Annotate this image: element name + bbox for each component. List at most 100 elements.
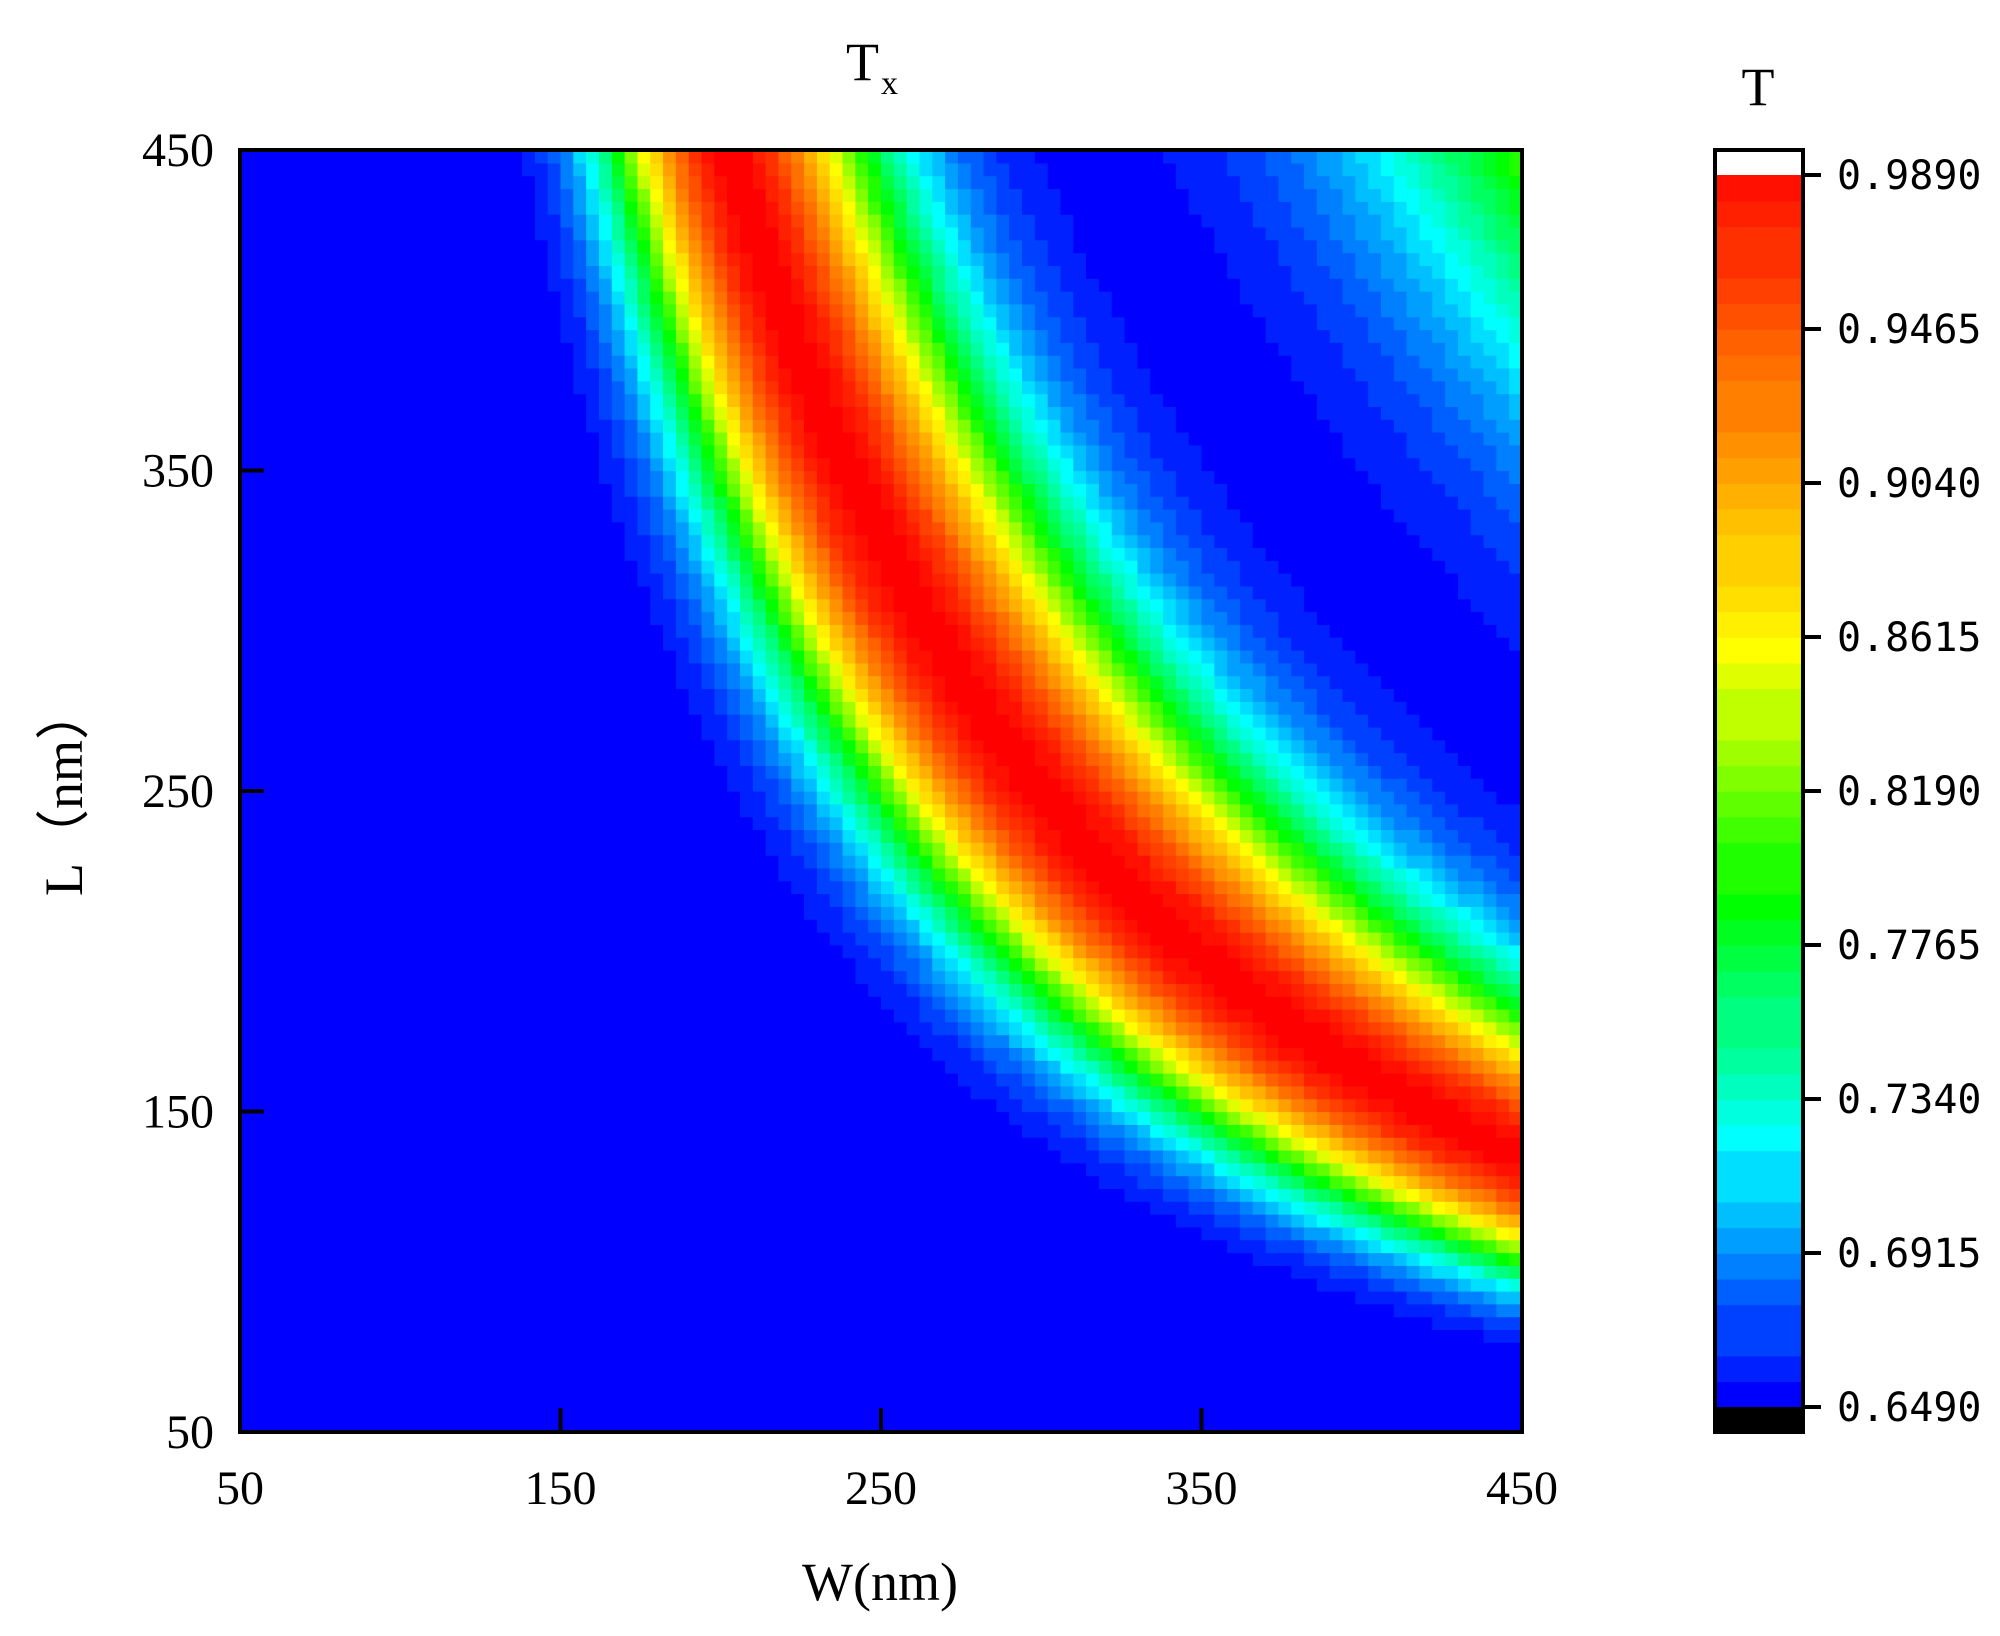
heatmap-cell bbox=[304, 1073, 318, 1087]
heatmap-cell bbox=[637, 508, 651, 523]
heatmap-cell bbox=[842, 662, 856, 677]
heatmap-cell bbox=[419, 1124, 433, 1138]
heatmap-cell bbox=[701, 188, 715, 202]
heatmap-cell bbox=[611, 380, 626, 395]
heatmap-cell bbox=[714, 560, 728, 574]
heatmap-cell bbox=[752, 1008, 767, 1023]
heatmap-cell bbox=[393, 893, 408, 907]
heatmap-cell bbox=[816, 1316, 831, 1331]
heatmap-cell bbox=[496, 867, 510, 882]
heatmap-cell bbox=[855, 1201, 869, 1215]
heatmap-cell bbox=[637, 957, 651, 972]
heatmap-cell bbox=[457, 649, 472, 664]
heatmap-cell bbox=[598, 1380, 613, 1395]
heatmap-cell bbox=[637, 1290, 651, 1305]
heatmap-cell bbox=[291, 432, 305, 446]
heatmap-cell bbox=[522, 739, 536, 754]
heatmap-cell bbox=[483, 1214, 497, 1228]
heatmap-cell bbox=[829, 457, 844, 472]
heatmap-cell bbox=[291, 637, 305, 651]
heatmap-cell bbox=[586, 1098, 600, 1113]
heatmap-cell bbox=[496, 150, 510, 164]
heatmap-cell bbox=[701, 162, 715, 177]
heatmap-cell bbox=[342, 880, 356, 895]
heatmap-cell bbox=[316, 1316, 331, 1331]
heatmap-cell bbox=[483, 1162, 497, 1177]
heatmap-cell bbox=[727, 265, 741, 279]
heatmap-cell bbox=[586, 419, 600, 433]
heatmap-cell bbox=[393, 829, 408, 843]
heatmap-cell bbox=[522, 252, 536, 266]
heatmap-cell bbox=[381, 867, 395, 882]
heatmap-cell bbox=[791, 265, 805, 279]
heatmap-cell bbox=[304, 1124, 318, 1138]
heatmap-cell bbox=[381, 701, 395, 715]
heatmap-cell bbox=[496, 1342, 510, 1356]
heatmap-cell bbox=[650, 1047, 664, 1061]
heatmap-cell bbox=[611, 214, 626, 228]
heatmap-cell bbox=[393, 342, 408, 356]
heatmap-cell bbox=[457, 1419, 472, 1432]
heatmap-cell bbox=[509, 1021, 523, 1036]
heatmap-cell bbox=[419, 1329, 433, 1343]
heatmap-cell bbox=[701, 675, 715, 690]
heatmap-cell bbox=[393, 1406, 408, 1420]
heatmap-cell bbox=[560, 483, 574, 497]
heatmap-cell bbox=[419, 944, 433, 959]
heatmap-cell bbox=[381, 1073, 395, 1087]
heatmap-cell bbox=[278, 688, 292, 702]
heatmap-cell bbox=[406, 1060, 421, 1074]
heatmap-cell bbox=[432, 1162, 446, 1177]
heatmap-cell bbox=[714, 932, 728, 946]
heatmap-cell bbox=[342, 778, 356, 792]
heatmap-cell bbox=[547, 1239, 562, 1254]
heatmap-cell bbox=[560, 1111, 574, 1125]
heatmap-cell bbox=[470, 1265, 485, 1279]
heatmap-cell bbox=[522, 214, 536, 228]
heatmap-cell bbox=[816, 457, 831, 472]
heatmap-cell bbox=[316, 1419, 331, 1432]
heatmap-cell bbox=[816, 1137, 831, 1151]
heatmap-cell bbox=[598, 1098, 613, 1113]
heatmap-cell bbox=[791, 662, 805, 677]
heatmap-cell bbox=[393, 1329, 408, 1343]
heatmap-cell bbox=[419, 406, 433, 420]
heatmap-cell bbox=[432, 393, 446, 407]
heatmap-cell bbox=[727, 957, 741, 972]
heatmap-cell bbox=[739, 521, 754, 536]
heatmap-cell bbox=[509, 1393, 523, 1407]
heatmap-cell bbox=[701, 970, 715, 984]
heatmap-cell bbox=[842, 534, 856, 549]
heatmap-cell bbox=[534, 560, 549, 574]
heatmap-cell bbox=[342, 919, 356, 933]
heatmap-cell bbox=[791, 983, 805, 997]
heatmap-cell bbox=[457, 175, 472, 190]
heatmap-cell bbox=[240, 701, 254, 715]
heatmap-cell bbox=[329, 573, 344, 587]
heatmap-cell bbox=[432, 611, 446, 625]
heatmap-cell bbox=[522, 342, 536, 356]
heatmap-cell bbox=[381, 1406, 395, 1420]
heatmap-cell bbox=[791, 303, 805, 318]
heatmap-cell bbox=[804, 662, 818, 677]
heatmap-cell bbox=[855, 816, 869, 831]
heatmap-cell bbox=[419, 752, 433, 766]
heatmap-cell bbox=[419, 355, 433, 369]
heatmap-cell bbox=[368, 226, 382, 241]
heatmap-cell bbox=[624, 1252, 639, 1266]
heatmap-cell bbox=[739, 829, 754, 843]
heatmap-cell bbox=[701, 1047, 715, 1061]
heatmap-cell bbox=[663, 1303, 677, 1318]
heatmap-cell bbox=[714, 1060, 728, 1074]
heatmap-cell bbox=[611, 1201, 626, 1215]
heatmap-cell bbox=[496, 919, 510, 933]
heatmap-cell bbox=[663, 573, 677, 587]
heatmap-cell bbox=[675, 188, 690, 202]
heatmap-cell bbox=[829, 880, 844, 895]
heatmap-cell bbox=[509, 419, 523, 433]
heatmap-cell bbox=[778, 1252, 792, 1266]
heatmap-cell bbox=[534, 791, 549, 805]
heatmap-cell bbox=[624, 816, 639, 831]
heatmap-cell bbox=[727, 688, 741, 702]
heatmap-cell bbox=[727, 829, 741, 843]
